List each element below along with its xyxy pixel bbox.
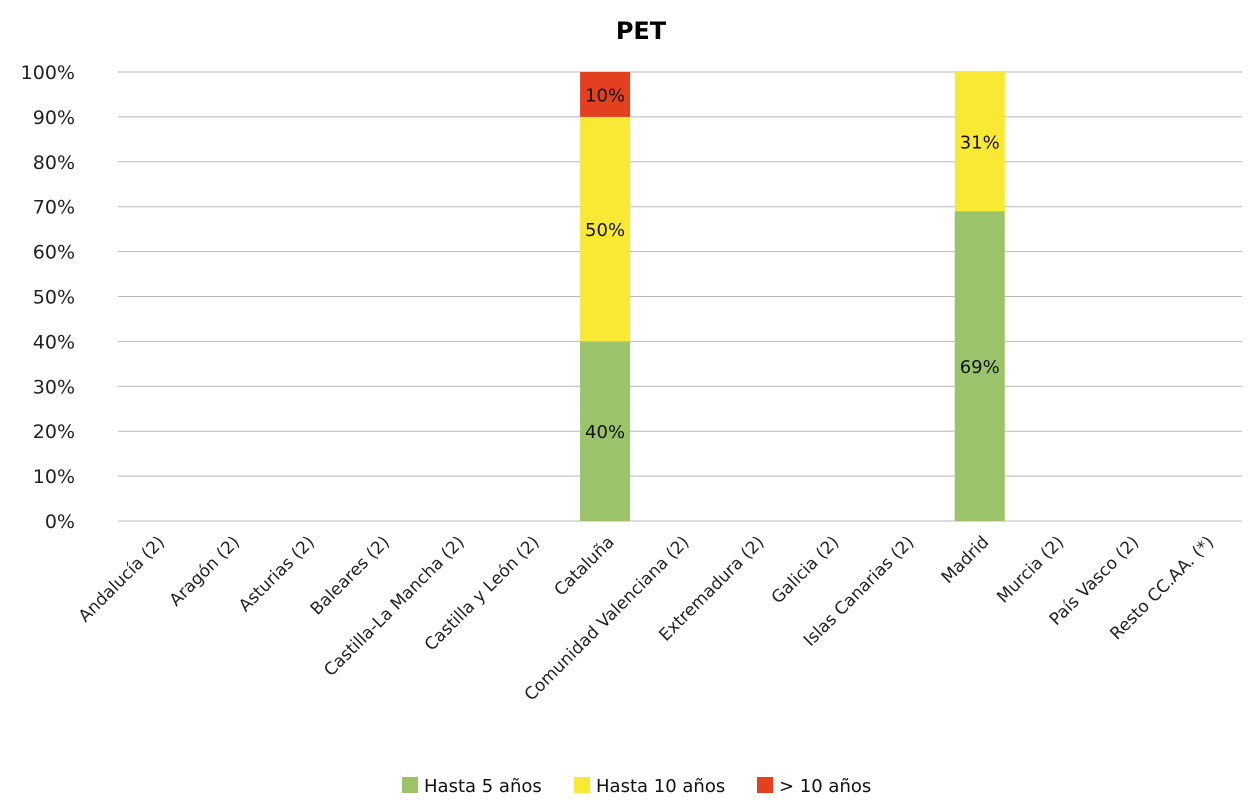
bars bbox=[580, 72, 1005, 521]
x-tick-label: Madrid bbox=[938, 532, 993, 587]
data-label: 50% bbox=[585, 220, 625, 241]
y-tick-label: 70% bbox=[33, 197, 75, 219]
y-tick-label: 50% bbox=[33, 287, 75, 309]
data-label: 10% bbox=[585, 85, 625, 106]
y-axis-ticks: 0% 10% 20% 30% 40% 50% 60% 70% 80% 90% 100% bbox=[21, 62, 75, 533]
chart-title: PET bbox=[616, 17, 667, 45]
y-tick-label: 40% bbox=[33, 331, 75, 353]
legend-swatch bbox=[757, 777, 773, 793]
bar-segment bbox=[580, 72, 631, 117]
x-tick-label: Aragón (2) bbox=[166, 532, 244, 610]
x-tick-label: Cataluña bbox=[551, 532, 619, 600]
legend: Hasta 5 años Hasta 10 años > 10 años bbox=[402, 776, 871, 797]
legend-swatch bbox=[402, 777, 418, 793]
x-tick-label: Asturias (2) bbox=[235, 532, 319, 616]
data-labels: 40% 50% 10% 69% 31% bbox=[585, 85, 1000, 443]
y-tick-label: 10% bbox=[33, 466, 75, 488]
legend-swatch bbox=[574, 777, 590, 793]
gridlines bbox=[118, 71, 1242, 522]
x-tick-label: Murcia (2) bbox=[993, 532, 1068, 607]
data-label: 69% bbox=[960, 357, 1000, 378]
x-tick-label: Galicia (2) bbox=[768, 532, 844, 608]
legend-label: Hasta 10 años bbox=[596, 776, 725, 797]
y-tick-label: 90% bbox=[33, 107, 75, 129]
legend-label: Hasta 5 años bbox=[424, 776, 542, 797]
y-tick-label: 0% bbox=[45, 511, 75, 533]
bar-segment bbox=[580, 341, 631, 521]
legend-label: > 10 años bbox=[779, 776, 871, 797]
x-tick-label: Castilla-La Mancha (2) bbox=[320, 532, 468, 680]
x-tick-label: Andalucía (2) bbox=[75, 532, 169, 626]
y-tick-label: 60% bbox=[33, 242, 75, 264]
x-axis-ticks: Andalucía (2)Aragón (2)Asturias (2)Balea… bbox=[75, 532, 1218, 705]
bar-segment bbox=[954, 72, 1005, 212]
y-tick-label: 20% bbox=[33, 421, 75, 443]
y-tick-label: 80% bbox=[33, 152, 75, 174]
y-tick-label: 100% bbox=[21, 62, 75, 84]
bar-segment bbox=[580, 116, 631, 342]
data-label: 40% bbox=[585, 422, 625, 443]
bar-segment bbox=[954, 211, 1005, 521]
data-label: 31% bbox=[960, 133, 1000, 154]
y-tick-label: 30% bbox=[33, 376, 75, 398]
